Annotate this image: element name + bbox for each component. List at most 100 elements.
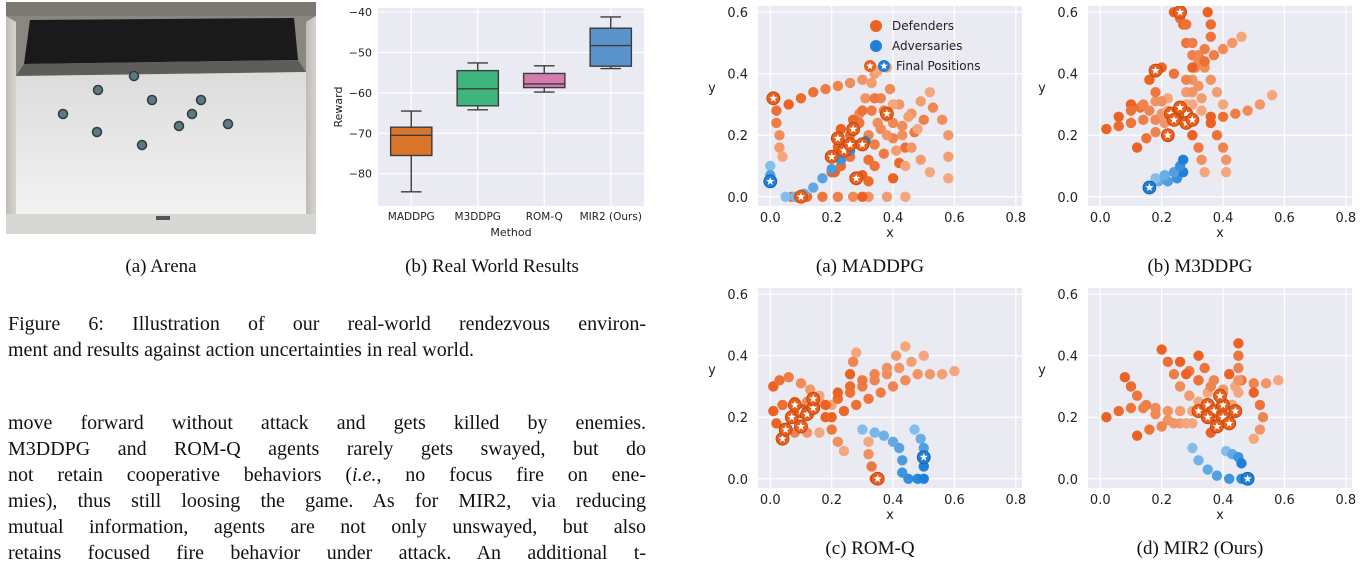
defender-point	[863, 393, 874, 404]
defender-point	[912, 123, 923, 135]
defender-point	[1196, 105, 1207, 116]
body-paragraph: move forward without attack and gets kil…	[8, 410, 646, 566]
defender-point	[1131, 390, 1143, 401]
defender-point	[1150, 86, 1161, 98]
y-tick-label: 0.2	[1057, 129, 1078, 144]
defender-point	[1196, 93, 1207, 104]
star-icon	[839, 146, 849, 155]
defender-point	[900, 160, 911, 172]
star-icon	[796, 192, 806, 201]
defender-point	[1168, 68, 1180, 79]
defender-final-position	[806, 391, 821, 406]
x-tick-label: 0.4	[1213, 211, 1234, 226]
defender-point	[777, 399, 788, 411]
defender-point	[1181, 418, 1192, 429]
defender-point	[838, 405, 850, 417]
defender-trajectory	[1205, 117, 1232, 178]
legend-marker-defenders	[870, 20, 882, 32]
defender-point	[832, 80, 844, 92]
star-icon	[1231, 406, 1240, 415]
defender-final-position	[846, 122, 861, 136]
star-icon	[873, 474, 882, 483]
trajectory-layer	[768, 341, 960, 486]
y-tick-label: 0.4	[1057, 350, 1078, 365]
subcaption-arena: (a) Arena	[125, 256, 197, 277]
defender-point	[1101, 123, 1112, 135]
star-icon	[866, 62, 874, 70]
defender-point	[1144, 74, 1155, 86]
trajectory-layer	[1101, 338, 1284, 486]
defender-point	[817, 191, 828, 202]
y-tick-label: 0.4	[727, 68, 748, 83]
defender-point	[1162, 356, 1174, 368]
defender-point	[851, 399, 862, 411]
defender-point	[1174, 356, 1186, 368]
defender-point	[1141, 399, 1152, 411]
defender-point	[881, 130, 893, 141]
adversary-point	[878, 430, 890, 441]
defender-point	[869, 368, 880, 380]
defender-point	[783, 99, 794, 110]
adversary-point	[915, 433, 926, 444]
defender-point	[1125, 117, 1137, 129]
x-tick-label: 0.6	[1274, 493, 1295, 508]
defender-point	[915, 154, 926, 166]
x-tick-label: 0.8	[1006, 493, 1027, 508]
defender-point	[1217, 99, 1229, 110]
adversary-point	[780, 191, 791, 202]
defender-trajectory	[1181, 6, 1216, 110]
defender-trajectory	[1187, 130, 1210, 178]
body-line: move forward without attack and gets kil…	[8, 412, 646, 434]
defender-point	[1187, 37, 1198, 49]
defender-trajectory	[1187, 31, 1247, 73]
star-icon	[1243, 474, 1252, 483]
adversary-point	[1177, 154, 1189, 166]
defender-point	[857, 74, 868, 86]
defender-point	[1199, 43, 1210, 55]
defender-final-position	[830, 131, 845, 146]
defender-final-position	[778, 422, 793, 437]
x-tick-label: 0.2	[821, 493, 842, 508]
defender-point	[906, 356, 917, 368]
adversary-point	[1193, 455, 1204, 466]
defender-point	[1254, 99, 1266, 110]
defender-point	[890, 145, 902, 156]
adversary-point	[1211, 470, 1223, 481]
defender-point	[924, 166, 936, 178]
adversary-point	[894, 442, 905, 454]
defender-point	[774, 375, 785, 386]
legend-label: Adversaries	[892, 39, 963, 53]
star-icon	[846, 140, 855, 148]
defender-point	[875, 387, 886, 398]
y-axis-label: y	[1038, 363, 1046, 378]
defender-point	[1181, 368, 1192, 380]
x-tick-label: 0.8	[1336, 211, 1357, 226]
defender-point	[795, 378, 807, 389]
defender-point	[1273, 375, 1284, 386]
defender-point	[1242, 105, 1253, 116]
y-tick-label: 0.6	[727, 6, 748, 21]
defender-point	[906, 142, 917, 153]
defender-point	[1150, 126, 1161, 138]
defender-point	[1113, 405, 1124, 417]
star-icon	[1176, 7, 1185, 16]
body-line: mutual information, agents are not only …	[8, 516, 646, 538]
star-icon	[827, 152, 836, 161]
y-axis-label: Reward	[332, 87, 345, 128]
defender-point	[1181, 74, 1192, 86]
star-icon	[1218, 400, 1228, 409]
defender-point	[783, 372, 794, 383]
star-icon	[919, 452, 928, 461]
defender-point	[866, 105, 877, 116]
defender-point	[900, 191, 911, 202]
italic-ie: i.e.	[352, 464, 377, 486]
adversary-point	[1150, 173, 1161, 184]
x-axis-label: x	[1216, 508, 1224, 523]
defender-point	[869, 93, 880, 104]
star-icon	[796, 406, 806, 415]
defender-trajectory	[1205, 90, 1278, 122]
defender-point	[866, 77, 877, 89]
y-tick-label: 0.2	[727, 129, 748, 144]
adversary-point	[857, 424, 868, 435]
adversary-point	[897, 455, 908, 466]
